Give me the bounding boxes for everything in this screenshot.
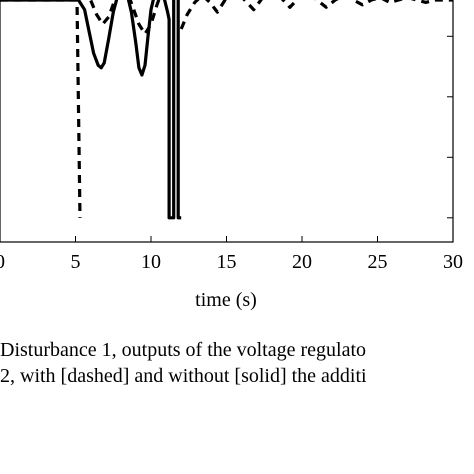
x-tick-label-30: 30 — [443, 251, 463, 273]
plot-area — [0, 0, 453, 220]
x-tick-label-10: 10 — [141, 251, 161, 273]
series-dashed-3 — [179, 0, 453, 30]
series-dashed-4 — [88, 0, 161, 36]
x-axis-label: time (s) — [195, 289, 257, 311]
x-tick-label-20: 20 — [292, 251, 312, 273]
caption-line-1: Disturbance 1, outputs of the voltage re… — [0, 339, 367, 361]
y-ticks — [447, 35, 453, 219]
series-dashed-2 — [0, 0, 82, 218]
x-tick-label-0: 0 — [0, 251, 5, 273]
x-tick-label-5: 5 — [71, 251, 81, 273]
figure-caption: Disturbance 1, outputs of the voltage re… — [0, 337, 474, 389]
series-layer — [0, 0, 453, 220]
series-solid-1 — [0, 0, 182, 220]
axes-frame — [0, 0, 454, 243]
x-tick-label-25: 25 — [368, 251, 388, 273]
plot-frame — [0, 0, 454, 243]
x-tick-label-15: 15 — [217, 251, 237, 273]
x-ticks: 0 5 10 15 20 25 30 — [0, 236, 463, 273]
caption-line-2: 2, with [dashed] and without [solid] the… — [0, 365, 367, 387]
